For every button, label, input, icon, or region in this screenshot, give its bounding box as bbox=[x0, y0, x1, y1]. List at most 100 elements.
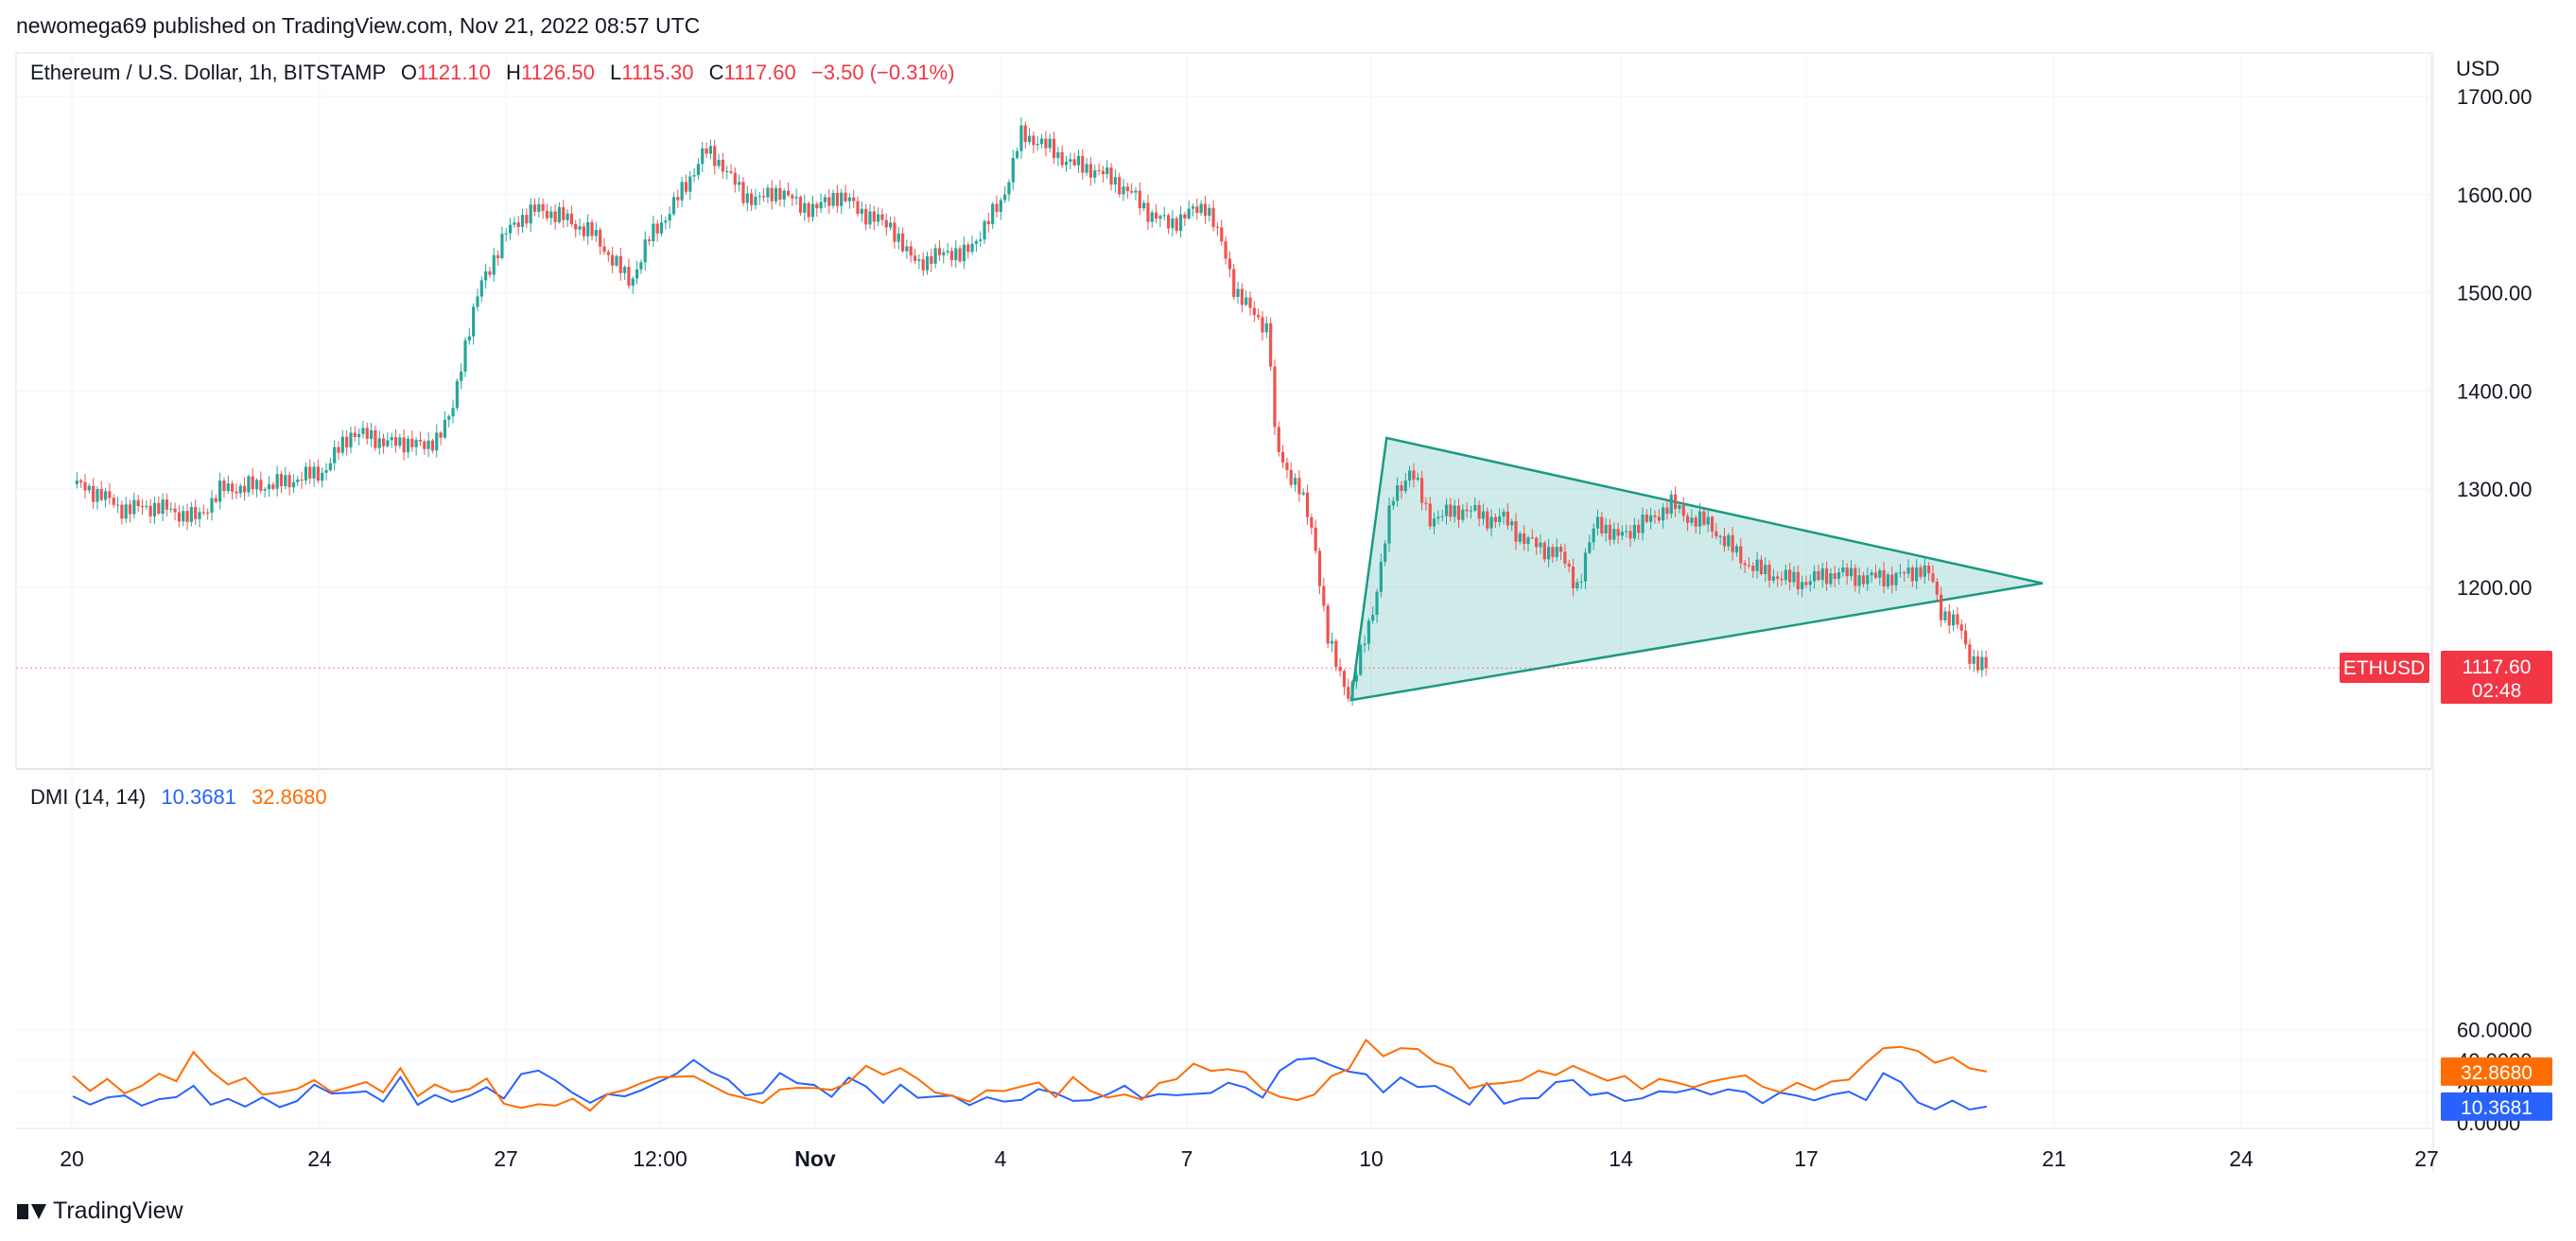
candle-body bbox=[1841, 568, 1845, 573]
symbol-tag-label: ETHUSD bbox=[2343, 657, 2425, 679]
candle-body bbox=[770, 187, 774, 201]
candle-body bbox=[1477, 504, 1481, 519]
candle-body bbox=[1473, 504, 1477, 511]
price-tag-value: 1117.60 bbox=[2463, 656, 2532, 678]
candle-body bbox=[479, 280, 483, 297]
candle-body bbox=[328, 463, 332, 470]
price-tick-label: 1400.00 bbox=[2457, 379, 2532, 403]
candle-body bbox=[1976, 655, 1980, 671]
candle-body bbox=[1947, 611, 1951, 626]
candle-body bbox=[696, 164, 701, 176]
candle-body bbox=[1854, 568, 1857, 586]
candle-body bbox=[1812, 570, 1817, 582]
candle-body bbox=[1227, 258, 1232, 270]
candle-body bbox=[635, 269, 639, 279]
candle-body bbox=[1150, 212, 1154, 222]
candle-body bbox=[1571, 567, 1575, 588]
candle-body bbox=[1727, 534, 1731, 547]
main-pane-frame bbox=[15, 52, 2432, 770]
candle-body bbox=[300, 479, 304, 481]
candle-body bbox=[1801, 582, 1804, 589]
candle-body bbox=[263, 489, 267, 491]
candle-body bbox=[1674, 494, 1678, 510]
candle-body bbox=[1125, 186, 1129, 192]
candle-body bbox=[226, 483, 230, 492]
candle-body bbox=[1052, 138, 1056, 159]
candle-body bbox=[1506, 511, 1509, 526]
candle-body bbox=[1330, 640, 1334, 644]
candle-body bbox=[1489, 516, 1493, 529]
candle-body bbox=[75, 481, 78, 484]
candle-body bbox=[1359, 645, 1363, 675]
candle-body bbox=[1523, 533, 1526, 545]
candle-body bbox=[296, 479, 300, 482]
candle-body bbox=[684, 182, 688, 192]
candle-body bbox=[1940, 594, 1943, 620]
candle-body bbox=[1305, 492, 1310, 517]
candle-body bbox=[1510, 521, 1514, 526]
candle-body bbox=[496, 254, 500, 258]
footer-brand[interactable]: TradingView bbox=[17, 1197, 183, 1225]
candle-body bbox=[586, 221, 590, 236]
candle-body bbox=[1784, 569, 1787, 581]
dmi-title[interactable]: DMI (14, 14) bbox=[30, 785, 147, 809]
candle-body bbox=[1959, 624, 1963, 631]
candle-body bbox=[1963, 630, 1968, 645]
triangle-pattern[interactable] bbox=[1349, 436, 2044, 702]
candle-body bbox=[1714, 531, 1718, 537]
candle-body bbox=[1371, 615, 1375, 621]
time-tick-label: 20 bbox=[60, 1146, 84, 1171]
candle-body bbox=[1710, 516, 1714, 532]
candle-body bbox=[1338, 667, 1342, 672]
candle-body bbox=[361, 428, 365, 434]
candle-body bbox=[1632, 524, 1636, 539]
candle-body bbox=[1792, 571, 1796, 583]
candle-body bbox=[615, 255, 618, 266]
candle-body bbox=[807, 202, 810, 218]
candle-body bbox=[251, 476, 254, 490]
candle-body bbox=[1048, 138, 1052, 149]
candle-body bbox=[308, 466, 312, 479]
candle-body bbox=[1731, 534, 1734, 552]
candle-body bbox=[1931, 573, 1935, 583]
candle-body bbox=[1375, 591, 1379, 616]
candle-body bbox=[1575, 582, 1579, 588]
triangle-shape[interactable] bbox=[1349, 436, 2044, 702]
candle-body bbox=[913, 255, 917, 261]
candle-body bbox=[1886, 574, 1890, 586]
candle-body bbox=[1379, 561, 1383, 592]
candle-body bbox=[365, 428, 369, 439]
candle-body bbox=[1833, 573, 1836, 579]
candle-body bbox=[1003, 194, 1007, 201]
candle-body bbox=[1097, 170, 1101, 172]
candle-body bbox=[235, 491, 238, 494]
candle-body bbox=[1927, 565, 1931, 574]
candle-body bbox=[460, 371, 463, 381]
candle-body bbox=[161, 499, 165, 515]
candle-body bbox=[275, 474, 279, 489]
candle-body bbox=[958, 248, 962, 262]
candle-body bbox=[324, 469, 328, 473]
candle-body bbox=[369, 429, 374, 439]
candle-body bbox=[844, 192, 847, 201]
currency-label[interactable]: USD bbox=[2456, 57, 2500, 80]
candle-body bbox=[87, 485, 91, 491]
candle-body bbox=[983, 220, 986, 240]
candle-body bbox=[1032, 135, 1036, 146]
candle-body bbox=[340, 436, 344, 453]
candle-body bbox=[921, 259, 925, 271]
symbol-title[interactable]: Ethereum / U.S. Dollar, 1h, BITSTAMP bbox=[30, 61, 386, 84]
candle-body bbox=[1829, 573, 1833, 585]
candle-body bbox=[1178, 214, 1183, 232]
candle-body bbox=[374, 429, 377, 448]
candle-body bbox=[930, 255, 933, 264]
candle-body bbox=[1191, 206, 1195, 209]
candle-body bbox=[386, 440, 390, 446]
candle-body bbox=[1469, 510, 1473, 512]
candle-body bbox=[1919, 567, 1923, 577]
dmi-plus-tag-label: 10.3681 bbox=[2461, 1097, 2532, 1119]
candle-body bbox=[778, 187, 782, 201]
candle-body bbox=[92, 485, 96, 502]
candle-body bbox=[1539, 542, 1542, 548]
time-tick-label: Nov bbox=[794, 1146, 836, 1171]
